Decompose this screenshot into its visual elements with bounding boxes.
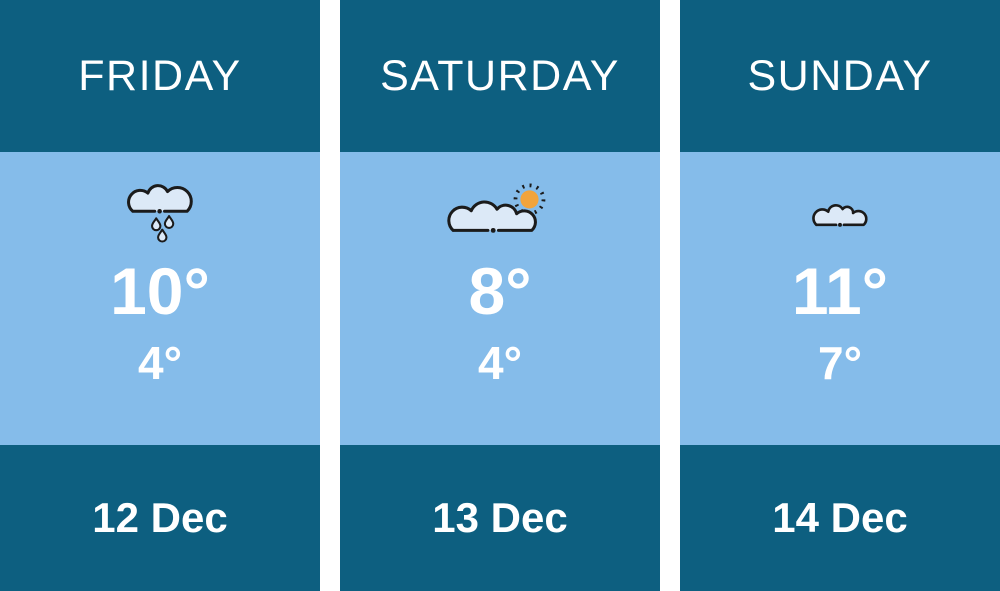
card-footer: 13 Dec [340, 445, 660, 591]
high-temperature: 11° [791, 254, 889, 328]
card-footer: 14 Dec [680, 445, 1000, 591]
forecast-card-saturday[interactable]: SATURDAY 8° 4° 13 Dec [340, 0, 660, 591]
rain-cloud-icon [122, 174, 198, 252]
cloud-icon [807, 174, 873, 252]
date-label: 12 Dec [92, 494, 228, 541]
high-temperature: 8° [468, 254, 532, 328]
date-label: 14 Dec [772, 494, 908, 541]
card-header: SUNDAY [680, 0, 1000, 152]
card-body: 8° 4° [340, 152, 660, 445]
low-temperature: 4° [478, 337, 522, 389]
low-temperature: 7° [818, 337, 862, 389]
high-temperature: 10° [110, 254, 210, 328]
forecast-card-sunday[interactable]: SUNDAY 11° 7° 14 Dec [680, 0, 1000, 591]
card-body: 10° 4° [0, 152, 320, 445]
card-footer: 12 Dec [0, 445, 320, 591]
day-name: SATURDAY [380, 51, 620, 100]
day-name: SUNDAY [747, 51, 933, 100]
date-label: 13 Dec [432, 494, 568, 541]
low-temperature: 4° [138, 337, 182, 389]
card-header: SATURDAY [340, 0, 660, 152]
forecast-card-friday[interactable]: FRIDAY 10° 4° 12 Dec [0, 0, 320, 591]
card-header: FRIDAY [0, 0, 320, 152]
sun-behind-cloud-icon [447, 174, 553, 252]
day-name: FRIDAY [78, 51, 242, 100]
card-body: 11° 7° [680, 152, 1000, 445]
